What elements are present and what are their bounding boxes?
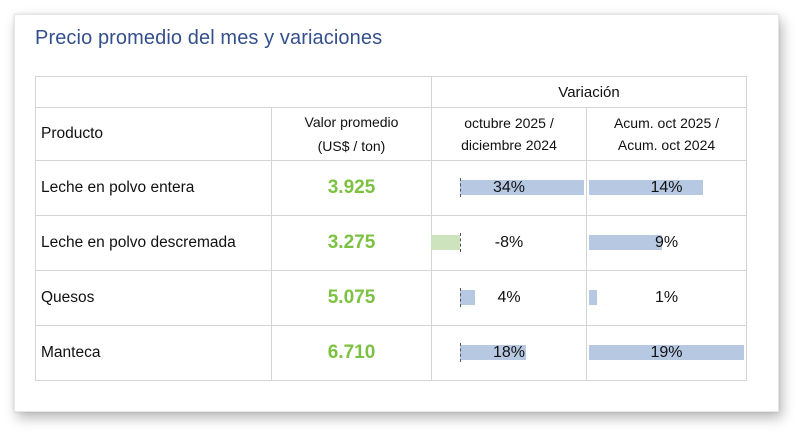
price-table: Variación Producto Valor promedio (US$ /… (35, 76, 748, 381)
var2-cell: 9% (585, 215, 748, 271)
var2-cell: 1% (585, 270, 748, 326)
table-row: Leche en polvo entera 3.925 34% 14% (35, 160, 748, 216)
var2-header-line1: Acum. oct 2025 / (613, 115, 720, 131)
var2-value: 14% (650, 179, 683, 196)
table-row: Quesos 5.075 4% 1% (35, 270, 748, 326)
var1-cell: -8% (430, 215, 587, 271)
var1-cell: 4% (431, 270, 587, 326)
var1-cell: 34% (431, 160, 587, 216)
var1-value: 34% (492, 179, 526, 196)
product-name: Leche en polvo descremada (35, 215, 272, 271)
var1-bar (430, 235, 460, 250)
var1-zero-axis (460, 233, 461, 252)
var2-bar (589, 345, 744, 360)
var1-zero-axis (460, 343, 461, 362)
valor-header-line1: Valor promedio (304, 114, 399, 130)
average-value: 3.275 (271, 215, 432, 271)
product-name: Manteca (35, 325, 272, 381)
product-name: Leche en polvo entera (35, 160, 272, 216)
valor-header-line2: (US$ / ton) (317, 138, 386, 154)
price-table-card: Precio promedio del mes y variaciones Va… (14, 14, 779, 412)
var1-header-line1: octubre 2025 / (464, 115, 554, 131)
valor-header: Valor promedio (US$ / ton) (271, 107, 432, 161)
var2-value: 19% (650, 344, 683, 361)
var2-header-line2: Acum. oct 2024 (617, 137, 716, 153)
var2-bar (589, 180, 704, 195)
header-blank-cell (35, 76, 432, 108)
table-row: Manteca 6.710 18% 19% (35, 325, 748, 381)
var1-cell: 18% (431, 325, 587, 381)
average-value: 5.075 (271, 270, 432, 326)
average-value: 3.925 (271, 160, 432, 216)
var2-value: 9% (654, 234, 679, 251)
var1-zero-axis (460, 288, 461, 307)
var1-bar (460, 180, 584, 195)
var1-header: octubre 2025 / diciembre 2024 (431, 107, 587, 161)
table-row: Leche en polvo descremada 3.275 -8% 9% (35, 215, 748, 271)
producto-header: Producto (35, 107, 272, 161)
header-row-columns: Producto Valor promedio (US$ / ton) octu… (35, 107, 748, 161)
var2-cell: 19% (585, 325, 748, 381)
var1-bar (460, 345, 526, 360)
var1-bar (460, 290, 475, 305)
header-row-variacion: Variación (35, 76, 748, 108)
average-value: 6.710 (271, 325, 432, 381)
var2-value: 1% (654, 289, 679, 306)
var1-value: -8% (494, 234, 524, 251)
var1-value: 4% (497, 289, 521, 306)
var2-cell: 14% (585, 160, 748, 216)
variacion-header: Variación (430, 76, 748, 108)
var1-header-line2: diciembre 2024 (461, 137, 557, 153)
var1-value: 18% (492, 344, 526, 361)
var2-header: Acum. oct 2025 / Acum. oct 2024 (585, 107, 748, 161)
card-title: Precio promedio del mes y variaciones (35, 27, 383, 49)
var2-bar (589, 235, 663, 250)
var1-zero-axis (460, 178, 461, 197)
var2-bar (589, 290, 598, 305)
product-name: Quesos (35, 270, 272, 326)
